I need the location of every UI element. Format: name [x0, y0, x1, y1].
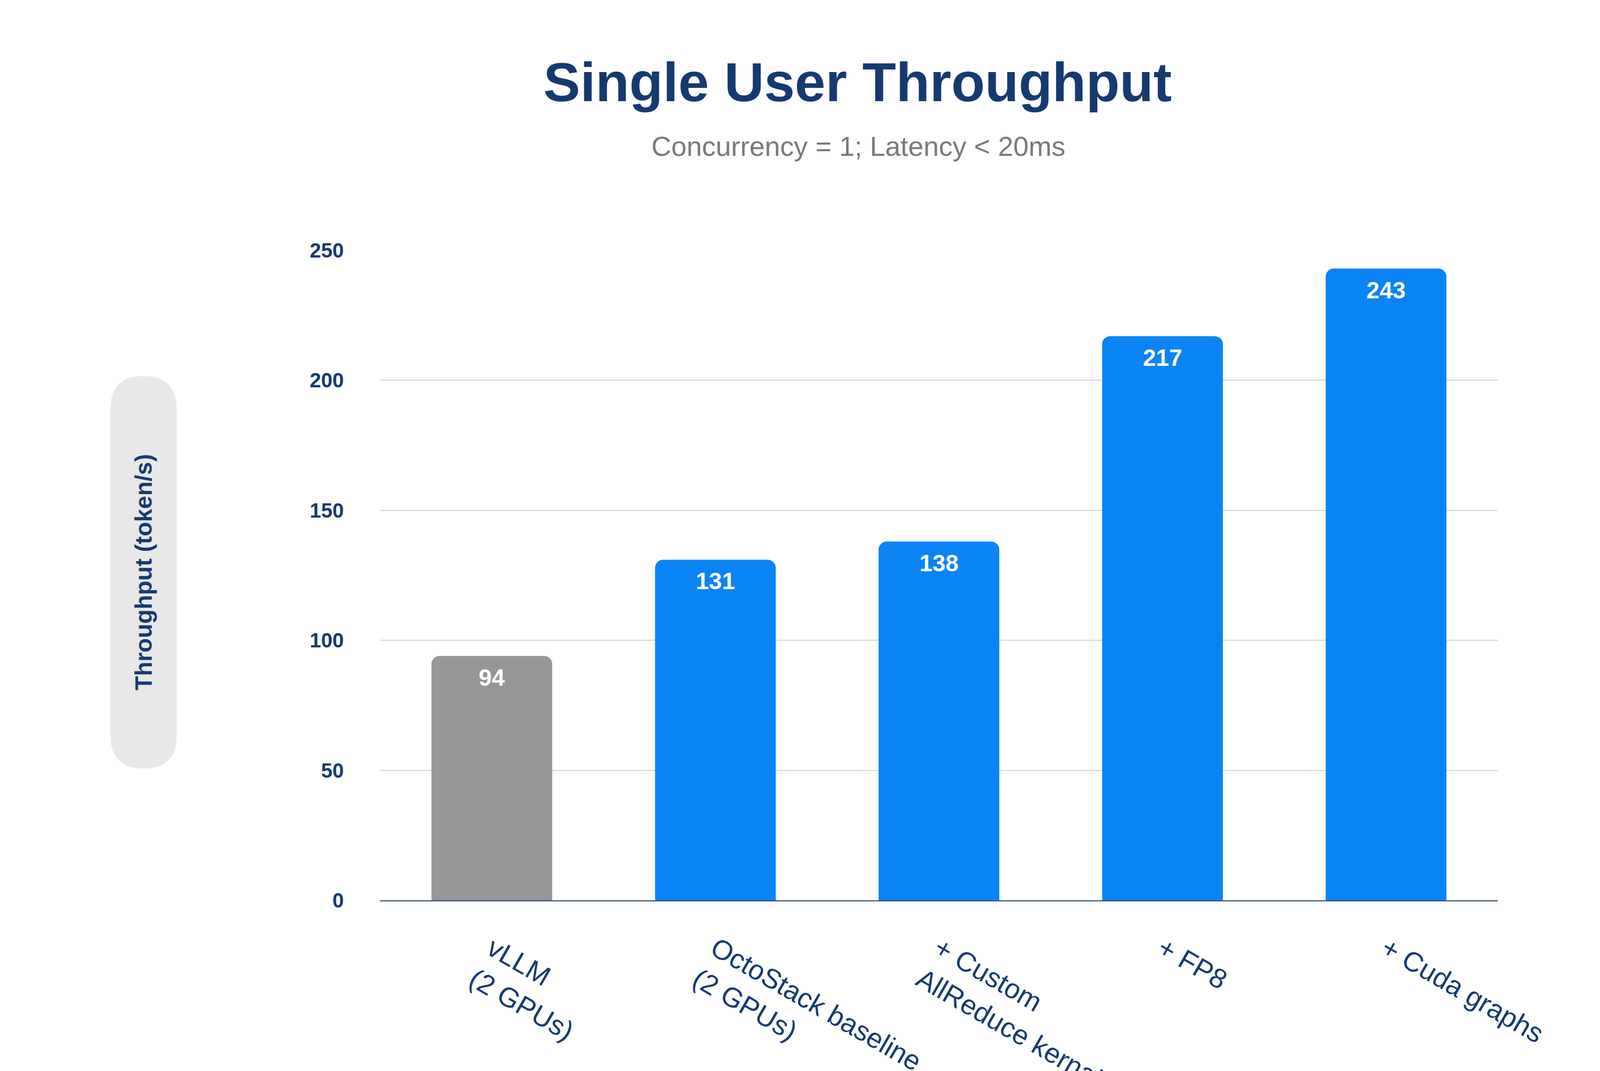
svg-text:OctoStack baseline(2 GPUs): OctoStack baseline(2 GPUs) — [687, 931, 927, 1071]
svg-text:217: 217 — [1142, 344, 1183, 371]
svg-text:Concurrency = 1; Latency < 20m: Concurrency = 1; Latency < 20ms — [651, 130, 1066, 162]
svg-text:100: 100 — [309, 628, 344, 652]
svg-text:243: 243 — [1366, 276, 1406, 304]
svg-text:+ FP8: + FP8 — [1153, 931, 1233, 996]
svg-text:Single User Throughput: Single User Throughput — [543, 51, 1172, 113]
svg-text:+ CustomAllReduce kernal: + CustomAllReduce kernal — [911, 931, 1126, 1071]
svg-text:50: 50 — [321, 759, 345, 782]
svg-text:0: 0 — [332, 888, 344, 912]
svg-text:150: 150 — [309, 499, 344, 522]
svg-text:131: 131 — [695, 567, 736, 595]
svg-text:200: 200 — [309, 368, 344, 392]
svg-text:138: 138 — [919, 549, 959, 577]
svg-text:+ Cuda graphs: + Cuda graphs — [1376, 931, 1549, 1049]
svg-text:94: 94 — [478, 664, 506, 691]
svg-text:Throughput (token/s): Throughput (token/s) — [130, 454, 157, 691]
svg-text:vLLM(2 GPUs): vLLM(2 GPUs) — [464, 931, 598, 1047]
svg-text:250: 250 — [309, 239, 344, 262]
